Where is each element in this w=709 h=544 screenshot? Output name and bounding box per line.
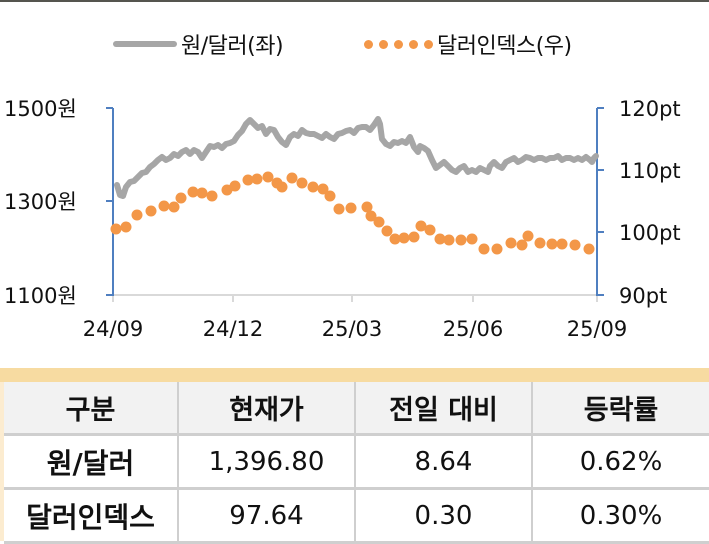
header-category: 구분 xyxy=(4,382,179,436)
header-current-price: 현재가 xyxy=(178,382,356,436)
summary-table-section: 구분 현재가 전일 대비 등락률 원/달러 1,396.80 8.64 0.62… xyxy=(0,368,709,544)
x-tick-2409: 24/09 xyxy=(83,317,144,341)
summary-table: 구분 현재가 전일 대비 등락률 원/달러 1,396.80 8.64 0.62… xyxy=(4,382,709,544)
left-axis xyxy=(106,107,114,296)
row-price: 97.64 xyxy=(178,488,356,544)
dollar-index-dots xyxy=(110,171,595,255)
header-change-rate: 등락률 xyxy=(532,382,709,436)
x-tick-2412: 24/12 xyxy=(203,317,264,341)
x-axis-ticks xyxy=(112,295,598,302)
row-change: 0.30 xyxy=(355,488,533,544)
row-rate: 0.30% xyxy=(532,488,709,544)
top-border xyxy=(0,0,709,2)
legend-item-won-dollar: 원/달러(좌) xyxy=(113,28,284,60)
header-day-change: 전일 대비 xyxy=(355,382,533,436)
table-top-band xyxy=(0,368,709,382)
right-tick-110: 110pt xyxy=(619,159,681,183)
legend-item-dollar-index: 달러인덱스(우) xyxy=(364,28,572,60)
table-header-row: 구분 현재가 전일 대비 등락률 xyxy=(4,382,709,436)
right-axis xyxy=(596,107,604,296)
left-tick-1500: 1500원 xyxy=(4,97,77,121)
x-tick-2503: 25/03 xyxy=(322,317,383,341)
won-dollar-line xyxy=(114,116,599,199)
gray-line-swatch-icon xyxy=(113,41,177,47)
row-price: 1,396.80 xyxy=(178,434,356,490)
row-rate: 0.62% xyxy=(532,434,709,490)
legend-label-won-dollar: 원/달러(좌) xyxy=(181,34,284,59)
right-tick-100: 100pt xyxy=(619,221,681,245)
chart-plot: 1500원 1300원 1100원 120pt 110pt 100pt 90pt… xyxy=(4,97,681,341)
right-tick-90: 90pt xyxy=(619,284,667,308)
x-tick-2506: 25/06 xyxy=(443,317,504,341)
orange-dots-swatch-icon xyxy=(364,39,433,49)
left-tick-1300: 1300원 xyxy=(4,190,77,214)
left-tick-1100: 1100원 xyxy=(4,284,77,308)
right-tick-120: 120pt xyxy=(619,97,681,121)
row-name: 원/달러 xyxy=(4,434,179,490)
chart-legend: 원/달러(좌) 달러인덱스(우) xyxy=(0,28,709,62)
x-tick-2509: 25/09 xyxy=(567,317,628,341)
table-row: 달러인덱스 97.64 0.30 0.30% xyxy=(4,488,709,544)
legend-label-dollar-index: 달러인덱스(우) xyxy=(437,34,572,59)
row-change: 8.64 xyxy=(355,434,533,490)
row-name: 달러인덱스 xyxy=(4,488,179,544)
table-row: 원/달러 1,396.80 8.64 0.62% xyxy=(4,434,709,490)
